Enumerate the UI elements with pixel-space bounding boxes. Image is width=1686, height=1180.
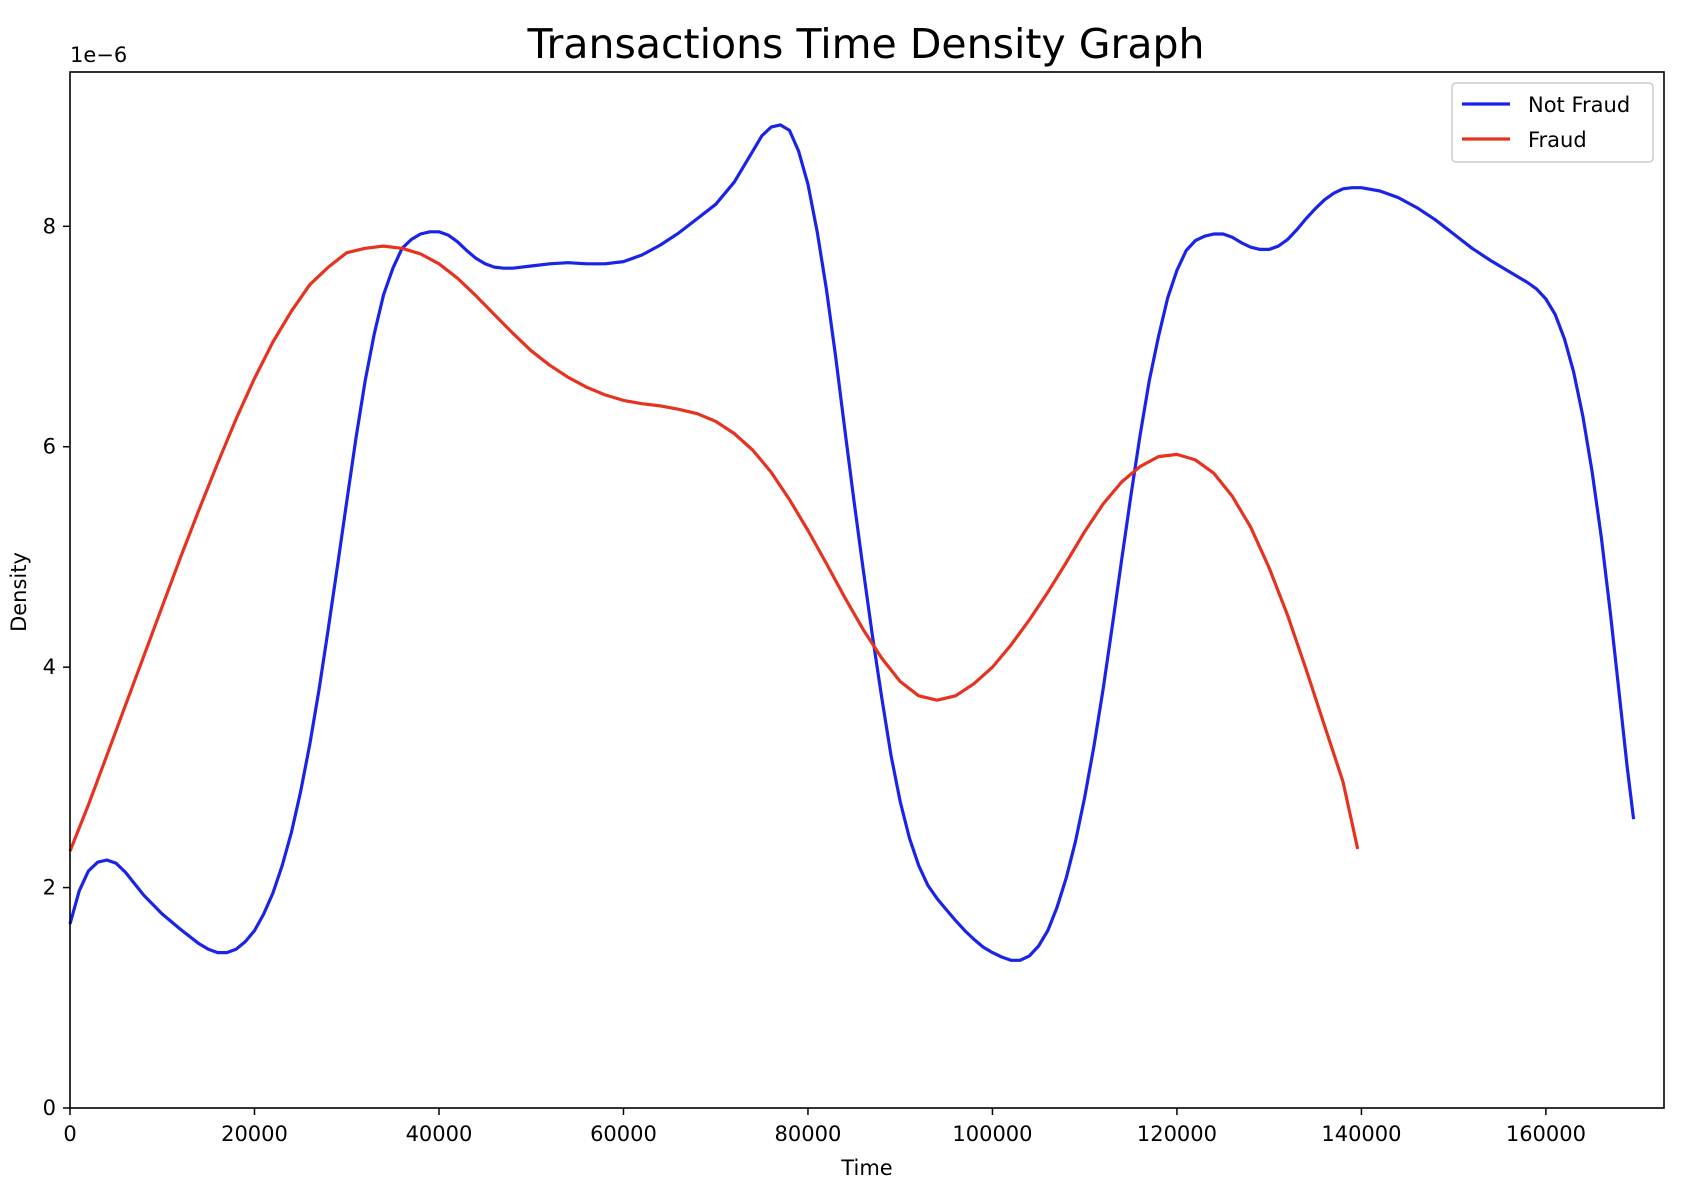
x-tick-label: 100000 (952, 1122, 1032, 1146)
legend: Not Fraud Fraud (1451, 82, 1654, 163)
y-tick-label: 6 (43, 435, 56, 459)
y-offset-label: 1e−6 (70, 43, 127, 67)
series-line-not-fraud (68, 123, 1636, 962)
plot-area (68, 71, 1665, 1109)
x-axis-label: Time (840, 1156, 892, 1180)
x-tick-label: 80000 (775, 1122, 842, 1146)
y-axis-label: Density (7, 552, 31, 632)
chart-title: Transactions Time Density Graph (527, 20, 1205, 68)
y-tick-label: 0 (43, 1096, 56, 1120)
x-tick-label: 60000 (590, 1122, 657, 1146)
x-axis-ticks: 0 20000 40000 60000 80000 100000 120000 140000 1… (63, 1108, 1586, 1146)
x-tick-label: 160000 (1506, 1122, 1586, 1146)
series-line-fraud (68, 244, 1360, 852)
x-tick-label: 40000 (406, 1122, 473, 1146)
legend-label-not-fraud: Not Fraud (1528, 93, 1630, 117)
plot-frame (69, 71, 1665, 1109)
legend-label-fraud: Fraud (1528, 128, 1587, 152)
y-axis-ticks: 0 2 4 6 8 (43, 214, 70, 1120)
x-tick-label: 140000 (1321, 1122, 1401, 1146)
y-tick-label: 2 (43, 876, 56, 900)
x-tick-label: 120000 (1137, 1122, 1217, 1146)
x-tick-label: 20000 (221, 1122, 288, 1146)
y-tick-label: 4 (43, 655, 56, 679)
y-tick-label: 8 (43, 214, 56, 238)
x-tick-label: 0 (63, 1122, 76, 1146)
series-layer (68, 123, 1636, 962)
